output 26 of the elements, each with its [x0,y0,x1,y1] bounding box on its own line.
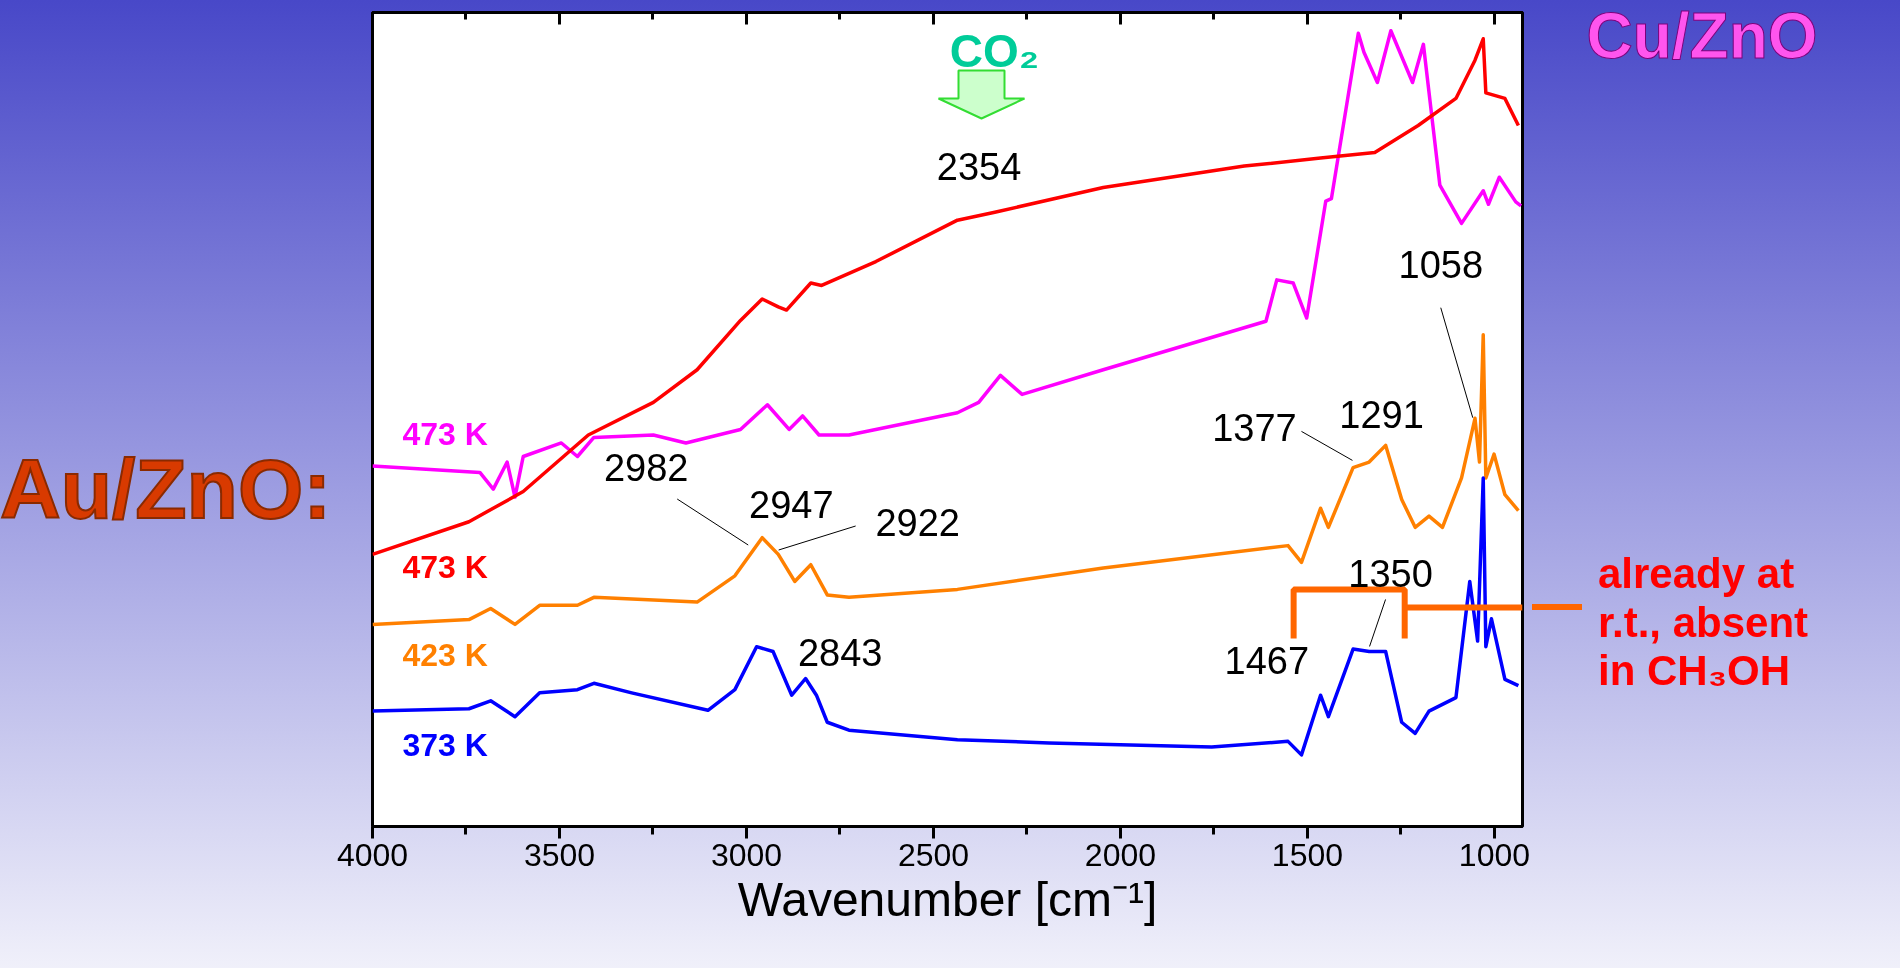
annotation: 1350 [1348,552,1433,595]
annotation: CO₂ [949,24,1040,77]
series-label: 473 K [402,415,488,452]
series-label: 473 K [402,548,488,585]
annotation: 1467 [1224,639,1310,682]
x-tick-label: 3000 [710,836,783,873]
x-tick-label: 2000 [1084,836,1157,873]
series-label: 373 K [402,726,488,763]
series-label: 423 K [402,636,488,673]
x-tick-label: 1000 [1458,836,1531,873]
annotation: 2843 [797,631,883,674]
x-tick-label: 3500 [523,836,596,873]
x-tick-label: 4000 [336,836,409,873]
annotation: 2354 [936,146,1022,189]
annotation: 2947 [749,483,834,526]
annotation: 1377 [1212,406,1297,449]
annotation: 1291 [1339,393,1424,436]
text: Au/ZnO: [0,442,332,536]
text: already at r.t., absent in CH₃OH [1598,550,1809,697]
annotation: 1058 [1398,244,1484,287]
x-tick-label: 2500 [897,836,970,873]
x-axis-title: Wavenumber [cm⁻¹] [737,872,1158,926]
x-tick-label: 1500 [1271,836,1344,873]
text: Cu/ZnO [1585,0,1819,72]
annotation: 2982 [603,446,689,489]
annotation: 2922 [875,501,960,544]
